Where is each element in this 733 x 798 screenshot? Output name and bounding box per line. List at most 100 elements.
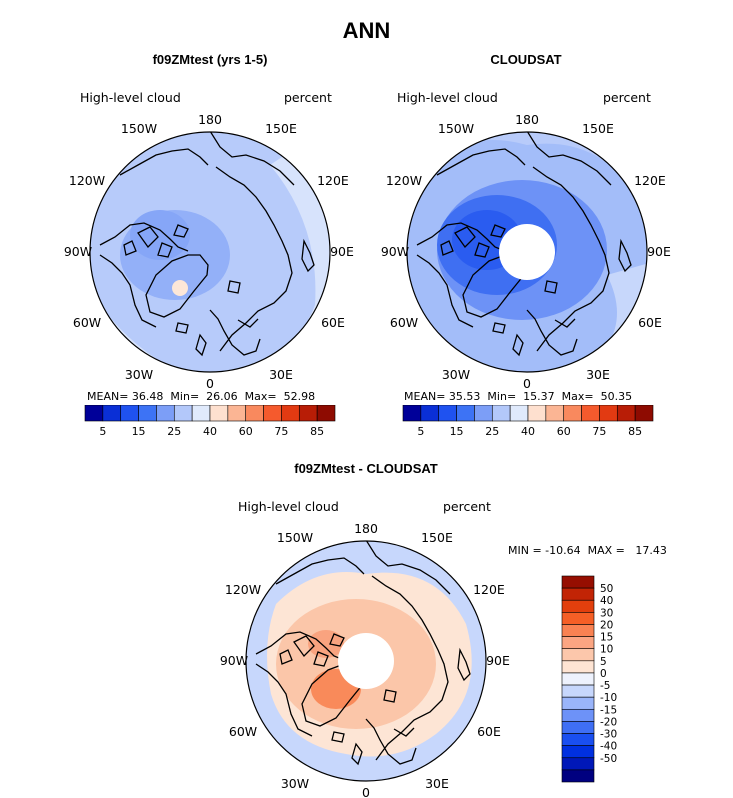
colorbar-swatch (561, 721, 595, 734)
colorbar-tick-label: -20 (600, 716, 617, 728)
panel-1-stats: MEAN= 36.48 Min= 26.06 Max= 52.98 (87, 390, 315, 403)
longitude-label: 60W (229, 724, 257, 739)
coastline (544, 238, 632, 294)
colorbar-tick-label: -30 (600, 729, 617, 741)
coastline (227, 238, 315, 294)
coastline (532, 166, 610, 352)
missing-data-hole (499, 224, 555, 280)
longitude-label: 120W (69, 173, 105, 188)
colorbar-swatch (561, 769, 595, 783)
panel-2-colorbar: 515254060758595 (402, 405, 654, 438)
colorbar-tick-label: 30 (600, 607, 613, 619)
colorbar-swatch (509, 405, 529, 422)
map-boundary (245, 540, 487, 782)
colorbar-swatch (102, 405, 122, 422)
longitude-label: 60E (477, 724, 501, 739)
longitude-label: 30W (281, 776, 309, 791)
panel-2-stats: MEAN= 35.53 Min= 15.37 Max= 50.35 (404, 390, 632, 403)
longitude-label: 150W (121, 121, 157, 136)
longitude-label: 150E (421, 530, 453, 545)
coastline (123, 224, 189, 258)
min-value: 15.37 (523, 390, 555, 403)
colorbar-swatch (563, 405, 582, 422)
field-contour (308, 630, 344, 658)
colorbar-tick-label: 50 (600, 583, 613, 595)
longitude-label: 180 (354, 521, 378, 536)
colorbar-swatch (281, 405, 300, 422)
map-boundary (406, 131, 648, 373)
longitude-label: 90W (220, 653, 248, 668)
colorbar-swatch (616, 405, 636, 422)
longitude-label: 60W (390, 315, 418, 330)
longitude-label: 90W (381, 244, 409, 259)
missing-data-hole (338, 633, 394, 689)
field-contour (130, 210, 190, 260)
colorbar-tick-label: -15 (600, 704, 617, 716)
colorbar-tick-label: 60 (557, 425, 571, 438)
panel-3-minmax: MIN = -10.64 MAX = 17.43 (508, 544, 667, 557)
coastline (371, 575, 449, 761)
mean-label: MEAN= (87, 390, 129, 403)
max-label: Max= (561, 390, 594, 403)
colorbar-swatch (561, 599, 595, 613)
colorbar-tick-label: 5 (600, 656, 607, 668)
max-label: Max= (244, 390, 277, 403)
colorbar-swatch (456, 405, 475, 422)
coastline (331, 731, 363, 766)
colorbar-tick-label: 5 (99, 425, 106, 438)
colorbar-swatch (263, 405, 282, 422)
longitude-label: 90E (647, 244, 671, 259)
panel-2-polar-map: 180 150E 120E 90E 60E 30E 0 30W 60W 90W 120W 150W (381, 112, 671, 390)
panel-1-polar-map: 180 150E 120E 90E 60E 30E 0 30W 60W 90W 120W 150W (64, 112, 354, 390)
longitude-label: 30E (425, 776, 449, 791)
longitude-label: 180 (198, 112, 222, 127)
colorbar-tick-label: -50 (600, 753, 617, 765)
coastline (365, 718, 417, 765)
colorbar-tick-label: 75 (274, 425, 288, 438)
longitude-label: 30W (442, 367, 470, 382)
mean-value: 36.48 (131, 390, 164, 403)
panel-3-units: percent (443, 499, 491, 514)
colorbar-swatch (298, 405, 318, 422)
colorbar-swatch (474, 405, 493, 422)
min-label: Min= (170, 390, 200, 403)
colorbar-tick-label: 5 (417, 425, 424, 438)
colorbar-tick-label: 40 (203, 425, 217, 438)
longitude-label: 90E (330, 244, 354, 259)
colorbar-swatch (561, 587, 595, 601)
mean-label: MEAN= (404, 390, 446, 403)
colorbar-swatch (561, 612, 595, 625)
panel-2-title: CLOUDSAT (490, 52, 562, 67)
longitude-label: 60W (73, 315, 101, 330)
colorbar-tick-label: 15 (450, 425, 464, 438)
map-boundary (89, 131, 331, 373)
coastline (279, 633, 345, 667)
colorbar-tick-label: 75 (592, 425, 606, 438)
coastline (383, 647, 471, 703)
colorbar-tick-label: 15 (132, 425, 146, 438)
colorbar-swatch (561, 672, 595, 686)
colorbar-tick-label: 40 (600, 595, 613, 607)
panel-3-polar-map: 180 150E 120E 90E 60E 30E 0 30W 60W 90W 120W 150W (220, 521, 510, 798)
longitude-label: 120E (473, 582, 505, 597)
colorbar-swatch (561, 636, 595, 650)
colorbar-tick-label: -10 (600, 692, 617, 704)
panel-3-variable: High-level cloud (238, 499, 339, 514)
max-value: 50.35 (600, 390, 633, 403)
colorbar-tick-label: -40 (600, 741, 617, 753)
longitude-label: 30E (269, 367, 293, 382)
longitude-label: 150E (582, 121, 614, 136)
panel-1-units: percent (284, 90, 332, 105)
coastline (99, 222, 189, 328)
colorbar-swatch (561, 660, 595, 674)
colorbar-swatch (227, 405, 247, 422)
longitude-label: 60E (638, 315, 662, 330)
longitude-label: 120E (317, 173, 349, 188)
colorbar-tick-label: 10 (600, 644, 613, 656)
colorbar-tick-label: 25 (167, 425, 181, 438)
panel-1-variable: High-level cloud (80, 90, 181, 105)
colorbar-swatch (191, 405, 211, 422)
colorbar-swatch (561, 648, 595, 662)
colorbar-swatch (581, 405, 600, 422)
coastline (209, 309, 261, 356)
